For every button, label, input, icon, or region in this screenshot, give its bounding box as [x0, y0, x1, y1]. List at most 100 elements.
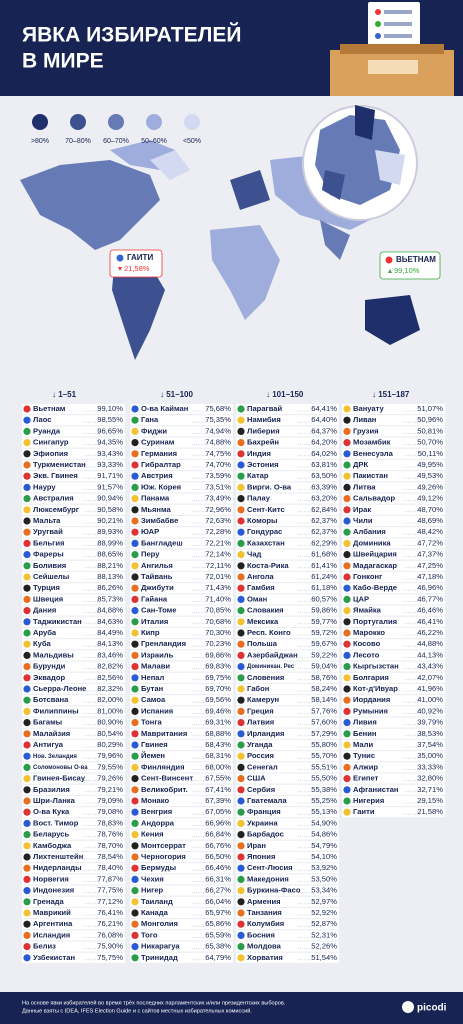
row-bg: [130, 930, 233, 941]
row-bg: [342, 740, 445, 750]
country-name: Гондурас: [247, 527, 282, 536]
row-bg: [236, 471, 339, 482]
row-bg: [236, 818, 339, 829]
row-bg: [236, 807, 339, 818]
country-name: Люксембург: [33, 505, 79, 514]
row-bg: [236, 796, 339, 806]
country-name: Гвинея-Бисау: [33, 774, 86, 783]
turnout-value: 65,38%: [205, 942, 231, 951]
flag: [131, 797, 139, 805]
turnout-value: 46,41%: [417, 617, 443, 626]
callout-haiti: ГАИТИ 21,58%: [109, 249, 163, 278]
country-name: Ангилья: [141, 561, 173, 570]
flag: [343, 797, 351, 805]
row-bg: [130, 493, 233, 504]
country-name: Бермуды: [141, 863, 176, 872]
row-bg: [342, 538, 445, 549]
row-bg: [236, 852, 339, 862]
flag: [343, 707, 351, 716]
turnout-value: 86,26%: [97, 583, 123, 592]
row-bg: [236, 740, 339, 750]
row-bg: [130, 740, 233, 750]
flag: [23, 439, 31, 447]
turnout-value: 49,53%: [417, 471, 443, 480]
turnout-value: 63,50%: [311, 471, 337, 480]
row-bg: [236, 493, 339, 504]
turnout-value: 72,01%: [205, 572, 231, 581]
row-bg: [130, 661, 233, 672]
row-bg: [342, 784, 445, 795]
turnout-value: 79,26%: [97, 774, 123, 783]
turnout-value: 84,13%: [97, 639, 123, 648]
flag: [237, 461, 245, 469]
country-name: Россия: [247, 751, 274, 760]
flag: [237, 730, 245, 738]
turnout-value: 69,56%: [205, 695, 231, 704]
turnout-value: 63,81%: [311, 460, 337, 469]
flag: [23, 405, 31, 413]
turnout-value: 50,81%: [417, 426, 443, 435]
turnout-value: 48,69%: [417, 516, 443, 525]
flag: [131, 819, 139, 828]
row-bg: [22, 650, 125, 661]
row-bg: [236, 583, 339, 594]
country-name: Израиль: [141, 650, 174, 659]
row-bg: [236, 404, 339, 414]
country-name: Латвия: [247, 718, 274, 727]
turnout-value: 62,84%: [311, 505, 337, 514]
flag: [131, 741, 139, 749]
country-name: Лихтенштейн: [33, 852, 84, 861]
turnout-value: 64,40%: [311, 415, 337, 424]
flag: [131, 707, 139, 716]
country-name: Непал: [141, 673, 165, 682]
flag: [237, 562, 245, 570]
country-name: Мьянма: [141, 505, 172, 514]
row-bg: [22, 896, 125, 907]
row-bg: [236, 908, 339, 918]
country-name: ЮАР: [141, 527, 159, 536]
flag: [237, 797, 245, 805]
country-name: Вост. Тимор: [33, 818, 79, 827]
flag: [343, 730, 351, 738]
row-bg: [130, 426, 233, 437]
flag: [237, 539, 245, 548]
turnout-value: 79,55%: [97, 762, 123, 771]
turnout-value: 90,21%: [97, 516, 123, 525]
turnout-value: 84,63%: [97, 617, 123, 626]
flag: [237, 763, 245, 772]
flag: [343, 517, 351, 525]
country-name: Мальдивы: [33, 650, 74, 659]
turnout-value: 80,90%: [97, 718, 123, 727]
row-bg: [130, 762, 233, 773]
row-bg: [236, 538, 339, 549]
flag: [23, 506, 31, 514]
row-bg: [342, 572, 445, 582]
turnout-value: 59,77%: [311, 617, 337, 626]
flag: [131, 584, 139, 592]
row-bg: [130, 572, 233, 582]
logo: picodi: [417, 1003, 447, 1014]
row-bg: [236, 415, 339, 426]
country-name: Македония: [247, 874, 289, 883]
country-name: Венгрия: [141, 807, 172, 816]
turnout-value: 59,86%: [311, 606, 337, 615]
flag: [131, 405, 139, 413]
flag: [131, 573, 139, 581]
flag: [23, 663, 31, 671]
flag: [237, 808, 245, 816]
row-bg: [342, 404, 445, 414]
turnout-value: 76,21%: [97, 919, 123, 928]
row-bg: [342, 426, 445, 437]
row-bg: [130, 874, 233, 885]
row-bg: [342, 527, 445, 538]
turnout-value: 66,31%: [205, 874, 231, 883]
flag: [343, 506, 351, 514]
flag: [237, 741, 245, 749]
row-bg: [22, 840, 125, 851]
turnout-value: 42,07%: [417, 673, 443, 682]
country-name: Йемен: [141, 751, 165, 760]
turnout-value: 57,60%: [311, 718, 337, 727]
row-bg: [130, 594, 233, 605]
country-name: Нигерия: [353, 796, 384, 805]
